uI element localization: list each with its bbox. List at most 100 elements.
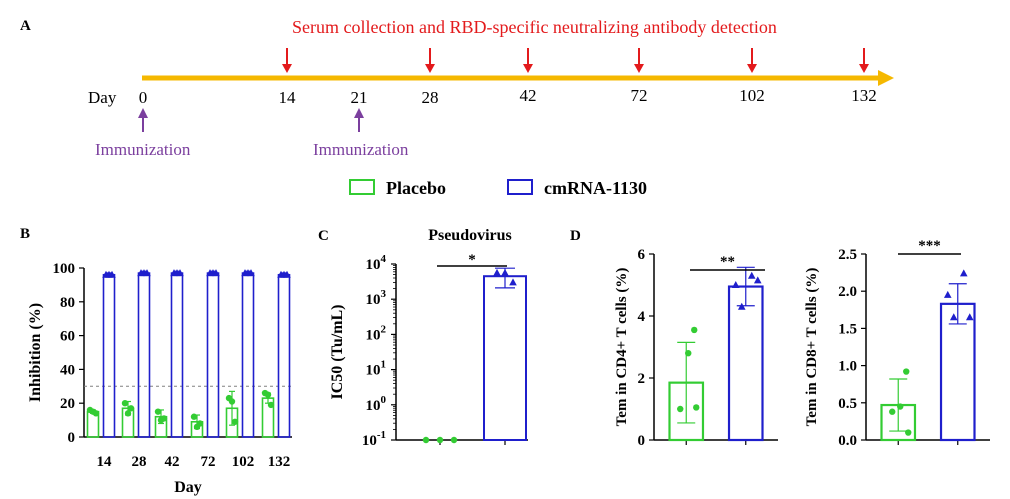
- data-point: [949, 313, 958, 321]
- y-tick-label: 6: [638, 247, 646, 263]
- y-tick-label: 40: [60, 362, 75, 378]
- bar-cmrna: [170, 272, 184, 438]
- panel-b-inhibition-chart: B 0 20 40 60 80 100 Inhibition (%) Day 14 28 42 72 10…: [20, 226, 292, 496]
- significance-label: **: [720, 254, 735, 270]
- x-axis-label: Day: [174, 479, 202, 496]
- panel-d-cd4-chart: D 0 2 4 6 Tem in CD4+ T cells (%) **: [570, 228, 778, 449]
- y-tick-label: 100: [53, 261, 76, 277]
- legend-label-placebo: Placebo: [386, 178, 446, 198]
- y-axis-label: Tem in CD4+ T cells (%): [614, 268, 630, 427]
- y-tick-label: 101: [366, 359, 387, 379]
- y-tick-label: 2: [638, 371, 646, 387]
- bar-cmrna: [206, 272, 220, 438]
- data-point: [108, 270, 116, 278]
- data-point: [959, 269, 968, 277]
- data-point: [903, 368, 910, 375]
- panel-d-cd8-chart: 0.0 0.5 1.0 1.5 2.0 2.5 Tem in CD8+ T cells (%…: [804, 238, 990, 449]
- bar-cmrna: [241, 272, 255, 438]
- day-label: Day: [88, 88, 117, 107]
- data-point: [731, 281, 740, 288]
- data-point: [231, 418, 239, 425]
- significance-label: *: [468, 252, 476, 268]
- x-tick-label: 102: [232, 454, 255, 470]
- x-tick-label: 72: [201, 454, 216, 470]
- y-tick-label: 0.5: [838, 396, 857, 412]
- legend: Placebo cmRNA-1130: [349, 178, 647, 198]
- data-point: [889, 408, 896, 415]
- day-tick-label: 14: [279, 88, 297, 107]
- data-point: [943, 290, 952, 298]
- data-point: [685, 350, 692, 357]
- y-tick-label: 1.5: [838, 321, 857, 337]
- bar-cmrna: [102, 273, 116, 438]
- data-point: [196, 420, 204, 427]
- bar-cmrna: [137, 272, 151, 438]
- sample-arrow-head: [634, 64, 644, 73]
- data-point: [247, 269, 255, 277]
- y-tick-label: 0: [68, 430, 76, 446]
- y-axis-label: Tem in CD8+ T cells (%): [804, 268, 820, 427]
- y-tick-label: 60: [60, 329, 75, 345]
- sample-arrow-head: [523, 64, 533, 73]
- immunization-label: Immunization: [95, 140, 191, 159]
- bar-cmrna: [483, 275, 527, 441]
- data-point: [127, 405, 135, 412]
- y-tick-label: 103: [366, 288, 387, 308]
- y-tick-label: 2.0: [838, 284, 857, 300]
- data-point: [143, 269, 151, 277]
- data-point: [124, 410, 132, 417]
- data-point: [897, 403, 904, 410]
- data-point: [436, 436, 444, 444]
- data-point: [422, 436, 430, 444]
- day-tick-label: 0: [139, 88, 148, 107]
- data-point: [450, 436, 458, 444]
- data-point: [493, 268, 501, 276]
- x-tick-label: 28: [132, 454, 147, 470]
- data-point: [753, 276, 762, 284]
- data-point: [190, 413, 198, 420]
- data-point: [747, 271, 756, 279]
- day-tick-label: 102: [739, 86, 765, 105]
- chart-title: Pseudovirus: [428, 227, 512, 244]
- y-tick-label: 0.0: [838, 433, 857, 449]
- timeline-arrowhead: [878, 70, 894, 86]
- panel-a-timeline: A Serum collection and RBD-specific neutr…: [20, 17, 894, 159]
- data-point: [283, 270, 291, 278]
- bar-cmrna: [277, 273, 291, 438]
- panel-c-ic50-chart: C Pseudovirus 10-1 100 101 102 103 104 IC50 (Tu/…: [318, 227, 528, 449]
- data-point: [693, 404, 700, 411]
- data-point: [154, 408, 162, 415]
- data-point: [737, 302, 746, 310]
- serum-collection-text: Serum collection and RBD-specific neutra…: [292, 17, 777, 37]
- data-point: [965, 313, 974, 321]
- data-point: [160, 415, 168, 422]
- y-axis-label: Inhibition (%): [27, 303, 44, 402]
- significance-label: ***: [918, 238, 941, 254]
- legend-swatch-cmrna: [507, 179, 533, 195]
- y-tick-label: 4: [638, 309, 646, 325]
- sample-arrow-head: [747, 64, 757, 73]
- y-tick-label: 0: [638, 433, 646, 449]
- immunization-arrow-head: [138, 108, 148, 118]
- data-point: [677, 405, 684, 413]
- day-tick-label: 21: [351, 88, 368, 107]
- day-tick-label: 28: [422, 88, 439, 107]
- data-point: [509, 278, 517, 286]
- data-point: [176, 269, 184, 277]
- y-tick-label: 10-1: [362, 429, 386, 449]
- panel-label-d: D: [570, 228, 581, 244]
- panel-label-c: C: [318, 228, 329, 244]
- data-point: [212, 269, 220, 277]
- y-tick-label: 2.5: [838, 247, 857, 263]
- data-point: [691, 326, 698, 334]
- y-tick-label: 102: [366, 323, 387, 343]
- data-point: [228, 398, 236, 405]
- legend-label-cmrna: cmRNA-1130: [544, 178, 647, 198]
- x-tick-label: 132: [268, 454, 291, 470]
- panel-label-b: B: [20, 226, 30, 242]
- day-tick-label: 72: [631, 86, 648, 105]
- data-point: [267, 401, 275, 409]
- immunization-label: Immunization: [313, 140, 409, 159]
- data-point: [501, 268, 509, 276]
- y-tick-label: 100: [366, 394, 387, 414]
